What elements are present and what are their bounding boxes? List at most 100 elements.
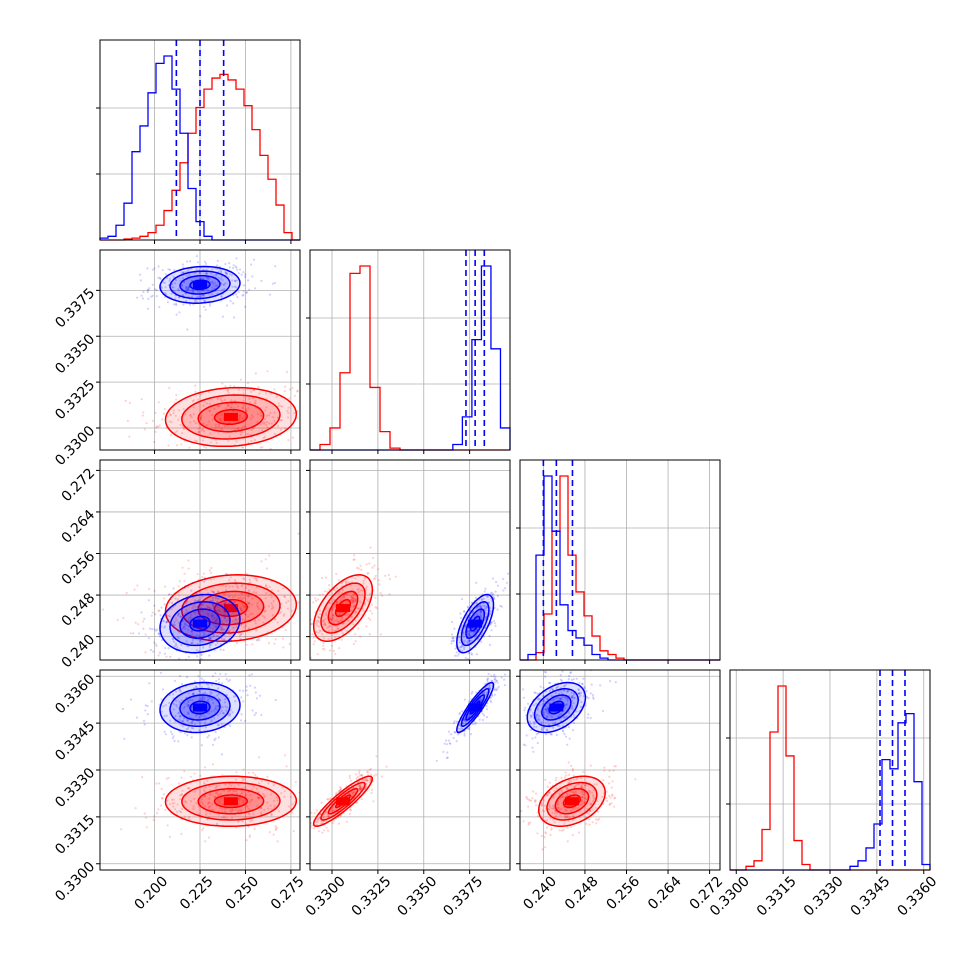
contour-blue bbox=[159, 593, 241, 654]
scatter-point-blue bbox=[189, 260, 192, 263]
scatter-point-red bbox=[189, 775, 192, 778]
scatter-point-blue bbox=[245, 291, 248, 294]
scatter-point-blue bbox=[467, 639, 470, 642]
scatter-point-blue bbox=[483, 714, 486, 717]
scatter-point-red bbox=[120, 828, 123, 831]
scatter-point-red bbox=[203, 430, 206, 433]
scatter-point-blue bbox=[186, 260, 189, 263]
scatter-point-red bbox=[292, 830, 295, 833]
scatter-point-red bbox=[249, 820, 252, 823]
scatter-point-red bbox=[207, 801, 210, 804]
scatter-point-blue bbox=[220, 295, 223, 298]
scatter-point-blue bbox=[192, 692, 195, 696]
scatter-point-blue bbox=[490, 629, 493, 632]
scatter-point-red bbox=[368, 768, 371, 772]
scatter-point-red bbox=[323, 590, 327, 593]
scatter-point-blue bbox=[475, 662, 477, 664]
scatter-point-blue bbox=[490, 700, 493, 704]
contour-red bbox=[181, 394, 281, 440]
scatter-point-blue bbox=[206, 699, 209, 702]
scatter-point-blue bbox=[479, 699, 482, 702]
scatter-point-red bbox=[262, 792, 265, 796]
scatter-point-red bbox=[193, 772, 196, 775]
scatter-point-blue bbox=[445, 743, 448, 746]
scatter-point-red bbox=[367, 572, 370, 575]
scatter-point-blue bbox=[563, 689, 566, 692]
scatter-point-red bbox=[332, 809, 335, 812]
scatter-point-red bbox=[318, 593, 321, 597]
scatter-point-blue bbox=[468, 726, 471, 729]
scatter-point-red bbox=[563, 776, 567, 779]
scatter-point-red bbox=[203, 781, 206, 784]
scatter-point-red bbox=[198, 617, 201, 620]
scatter-point-blue bbox=[151, 283, 154, 286]
scatter-point-red bbox=[218, 418, 221, 422]
scatter-point-blue bbox=[212, 743, 215, 747]
scatter-point-blue bbox=[488, 684, 491, 687]
scatter-point-red bbox=[264, 409, 267, 412]
scatter-point-red bbox=[196, 398, 199, 401]
scatter-point-blue bbox=[199, 697, 202, 700]
scatter-point-blue bbox=[234, 280, 237, 283]
scatter-point-red bbox=[315, 620, 319, 623]
scatter-point-blue bbox=[545, 710, 548, 713]
scatter-point-blue bbox=[569, 671, 573, 674]
scatter-point-blue bbox=[536, 708, 539, 711]
scatter-point-blue bbox=[217, 714, 220, 717]
scatter-point-blue bbox=[202, 638, 205, 641]
scatter-content bbox=[310, 670, 507, 838]
scatter-point-red bbox=[361, 589, 364, 592]
scatter-point-red bbox=[303, 391, 305, 393]
scatter-point-red bbox=[310, 824, 314, 827]
scatter-point-blue bbox=[196, 617, 200, 621]
scatter-point-blue bbox=[567, 678, 570, 681]
scatter-point-blue bbox=[486, 679, 489, 682]
scatter-point-red bbox=[354, 610, 358, 613]
scatter-point-red bbox=[352, 558, 355, 562]
density-peak-red bbox=[223, 604, 238, 613]
scatter-point-red bbox=[284, 754, 287, 757]
scatter-point-blue bbox=[548, 689, 552, 693]
scatter-point-red bbox=[363, 609, 366, 613]
scatter-point-red bbox=[175, 430, 178, 433]
scatter-point-blue bbox=[458, 727, 461, 730]
scatter-point-blue bbox=[181, 283, 184, 286]
scatter-point-red bbox=[251, 597, 254, 600]
scatter-point-blue bbox=[529, 708, 532, 711]
scatter-point-red bbox=[335, 601, 338, 604]
scatter-point-blue bbox=[221, 315, 224, 318]
scatter-point-red bbox=[361, 773, 364, 777]
scatter-point-blue bbox=[273, 281, 277, 285]
scatter-point-red bbox=[558, 792, 561, 795]
scatter-point-red bbox=[583, 801, 586, 805]
scatter-point-red bbox=[187, 585, 190, 589]
scatter-point-red bbox=[214, 616, 217, 619]
scatter-point-blue bbox=[565, 703, 568, 707]
scatter-point-red bbox=[216, 822, 219, 825]
scatter-point-red bbox=[169, 434, 173, 437]
scatter-point-blue bbox=[532, 750, 535, 753]
scatter-point-blue bbox=[175, 303, 178, 306]
scatter-point-red bbox=[218, 423, 221, 426]
scatter-point-red bbox=[260, 811, 263, 814]
scatter-point-blue bbox=[537, 717, 540, 720]
scatter-point-red bbox=[377, 568, 380, 571]
scatter-point-red bbox=[258, 756, 261, 759]
scatter-point-blue bbox=[220, 709, 223, 713]
scatter-point-red bbox=[272, 784, 275, 787]
scatter-point-red bbox=[234, 428, 237, 431]
scatter-point-red bbox=[222, 815, 225, 818]
scatter-point-blue bbox=[213, 739, 216, 742]
scatter-point-blue bbox=[189, 721, 192, 724]
scatter-point-blue bbox=[212, 635, 215, 638]
scatter-point-blue bbox=[470, 692, 473, 695]
scatter-point-blue bbox=[485, 708, 489, 711]
scatter-point-red bbox=[157, 609, 160, 612]
scatter-point-red bbox=[273, 411, 276, 414]
scatter-point-red bbox=[237, 802, 240, 805]
scatter-point-red bbox=[370, 773, 373, 776]
scatter-point-red bbox=[328, 649, 331, 652]
scatter-point-blue bbox=[238, 268, 242, 271]
scatter-point-blue bbox=[153, 267, 156, 270]
scatter-point-blue bbox=[219, 672, 222, 676]
